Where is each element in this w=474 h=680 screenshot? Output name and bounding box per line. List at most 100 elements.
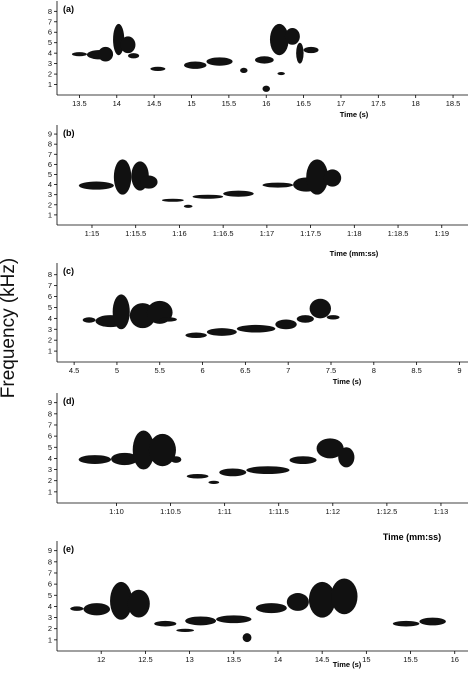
y-tick-label: 6	[48, 580, 52, 589]
y-tick-label: 8	[48, 557, 52, 566]
panel-label: (b)	[63, 128, 75, 138]
syllable-mark	[183, 204, 193, 208]
y-tick-label: 7	[48, 150, 52, 159]
x-tick-label: 17	[337, 99, 345, 108]
syllable-mark	[120, 36, 136, 54]
y-tick-label: 4	[48, 602, 52, 611]
x-tick-label: 1:15	[85, 229, 100, 238]
syllable-mark	[159, 317, 177, 322]
x-tick-label: 14.5	[315, 655, 330, 664]
y-tick-label: 5	[48, 303, 52, 312]
panel-c: (c) 1 2 3 4 5 6 7 8 4.5 5 5.5 6 6.5 7 7.5 8 8.5 9 Time (s)	[48, 263, 468, 386]
syllable-mark	[148, 433, 176, 467]
x-tick-label: 1:11.5	[269, 507, 289, 516]
x-tick-label: 7	[286, 366, 290, 375]
panel-label: (c)	[63, 266, 74, 276]
syllable-mark	[277, 71, 285, 76]
y-tick-label: 4	[48, 454, 52, 463]
syllable-mark	[240, 67, 248, 74]
y-tick-label: 3	[48, 59, 52, 68]
syllable-mark	[78, 455, 112, 464]
x-tick-label: 8.5	[411, 366, 421, 375]
syllable-mark	[132, 430, 155, 470]
syllable-mark	[255, 56, 274, 64]
y-tick-label: 9	[48, 130, 52, 139]
x-tick-label: 1:16.5	[213, 229, 234, 238]
syllable-mark	[206, 328, 237, 336]
x-tick-label: 15	[362, 655, 370, 664]
x-tick-label: 13.5	[226, 655, 241, 664]
x-tick-label: 1:11	[218, 507, 232, 516]
syllable-mark	[71, 52, 87, 57]
syllable-mark	[113, 159, 132, 195]
x-tick-label: 1:19	[434, 229, 449, 238]
x-tick-label: 1:10	[109, 507, 124, 516]
syllable-mark	[78, 181, 114, 190]
x-tick-label: 1:12	[325, 507, 340, 516]
x-tick-label: 15	[187, 99, 195, 108]
x-axis-label: Time (mm:ss)	[383, 532, 441, 542]
syllable-mark	[140, 175, 158, 189]
y-tick-label: 3	[48, 190, 52, 199]
y-tick-label: 6	[48, 292, 52, 301]
x-tick-label: 15.5	[403, 655, 418, 664]
y-tick-label: 7	[48, 568, 52, 577]
x-axis-label: Time (mm:ss)	[330, 249, 379, 258]
y-tick-label: 7	[48, 17, 52, 26]
x-tick-label: 18.5	[446, 99, 461, 108]
y-tick-label: 1	[48, 210, 52, 219]
x-tick-label: 1:18.5	[388, 229, 409, 238]
y-tick-label: 2	[48, 200, 52, 209]
syllable-mark	[296, 315, 314, 323]
x-tick-label: 14.5	[147, 99, 162, 108]
syllable-mark	[306, 159, 329, 195]
syllable-mark	[216, 615, 252, 624]
y-tick-label: 6	[48, 28, 52, 37]
panel-label: (d)	[63, 396, 75, 406]
y-tick-label: 8	[48, 140, 52, 149]
y-tick-label: 1	[48, 347, 52, 356]
y-tick-label: 1	[48, 635, 52, 644]
syllable-mark	[262, 182, 294, 188]
syllable-mark	[127, 53, 140, 59]
x-tick-label: 1:17	[260, 229, 275, 238]
x-tick-label: 6.5	[240, 366, 250, 375]
y-tick-label: 3	[48, 325, 52, 334]
syllable-mark	[338, 447, 355, 468]
x-tick-label: 5.5	[155, 366, 165, 375]
syllable-mark	[309, 298, 331, 319]
syllable-mark	[236, 324, 276, 333]
y-tick-label: 9	[48, 398, 52, 407]
x-axis-label: Time (s)	[333, 377, 362, 386]
y-tick-label: 7	[48, 420, 52, 429]
x-tick-label: 1:13	[434, 507, 449, 516]
syllable-mark	[82, 317, 96, 323]
y-tick-label: 8	[48, 270, 52, 279]
x-axis-label: Time (s)	[333, 660, 362, 669]
y-tick-label: 2	[48, 336, 52, 345]
syllable-mark	[392, 620, 420, 627]
y-tick-label: 6	[48, 160, 52, 169]
x-tick-label: 13.5	[72, 99, 87, 108]
y-tick-label: 3	[48, 465, 52, 474]
panel-d: (d) 1 2 3 4 5 6 7 8 9 1:10 1:10.5 1:11 1:11.5 1:12 1:12…	[48, 393, 468, 542]
x-tick-label: 9	[457, 366, 461, 375]
syllable-mark	[289, 456, 317, 464]
syllable-mark	[219, 468, 247, 477]
syllable-mark	[184, 61, 207, 69]
syllable-mark	[286, 593, 309, 611]
x-tick-label: 12	[97, 655, 105, 664]
syllable-mark	[208, 480, 220, 485]
syllable-mark	[326, 315, 340, 320]
x-tick-label: 8	[372, 366, 376, 375]
y-tick-label: 5	[48, 591, 52, 600]
syllable-mark	[242, 633, 252, 643]
syllable-mark	[185, 332, 207, 339]
syllable-mark	[192, 194, 224, 199]
y-tick-label: 6	[48, 432, 52, 441]
x-tick-label: 15.5	[222, 99, 237, 108]
y-tick-label: 8	[48, 7, 52, 16]
syllable-mark	[206, 57, 233, 66]
syllable-mark	[303, 46, 319, 54]
